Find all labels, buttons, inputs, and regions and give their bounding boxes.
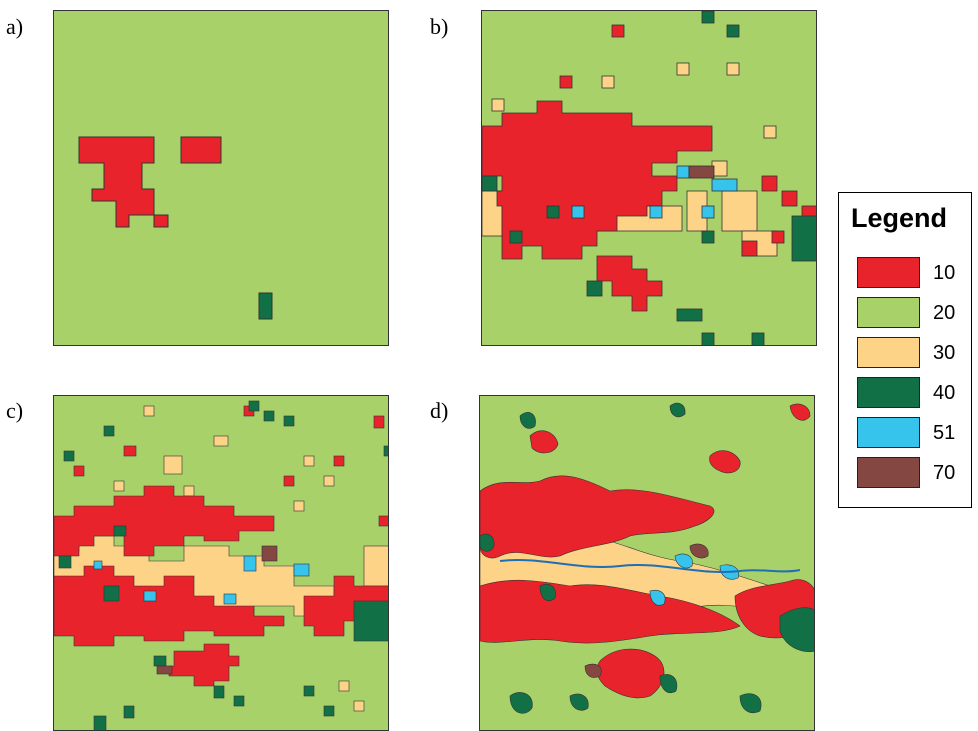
legend-item: 20 (857, 297, 967, 330)
land-cover-map-b (481, 10, 817, 346)
legend-item: 70 (857, 457, 967, 490)
legend-swatch (857, 337, 920, 368)
legend-swatch (857, 297, 920, 328)
legend-label: 30 (933, 342, 956, 364)
panel-label-c: c) (6, 398, 24, 423)
land-cover-map-d (479, 395, 815, 731)
legend-item: 40 (857, 377, 967, 410)
legend-label: 40 (933, 382, 956, 404)
legend-label: 20 (933, 302, 956, 324)
legend-swatch (857, 417, 920, 448)
legend-label: 70 (933, 462, 956, 484)
land-cover-map-a (53, 10, 389, 346)
legend-label: 51 (933, 422, 956, 444)
panel-label-d: d) (430, 398, 449, 423)
panel-label-a: a) (6, 14, 24, 39)
legend-item: 30 (857, 337, 967, 370)
legend-swatch (857, 257, 920, 288)
panel-label-b: b) (430, 14, 449, 39)
legend-item: 10 (857, 257, 967, 290)
legend: Legend 10 20 30 40 51 70 (838, 192, 972, 508)
legend-swatch (857, 377, 920, 408)
land-cover-map-c (53, 395, 389, 731)
legend-title: Legend (851, 203, 948, 233)
legend-swatch (857, 457, 920, 488)
legend-label: 10 (933, 262, 956, 284)
legend-item: 51 (857, 417, 967, 450)
